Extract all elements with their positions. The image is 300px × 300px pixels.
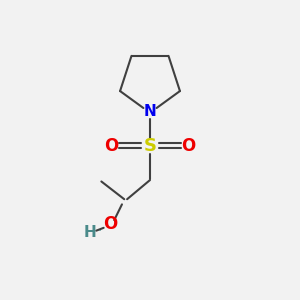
Text: ·: · [98,225,102,238]
Text: O: O [103,215,117,233]
Text: O: O [104,137,118,155]
Text: N: N [144,104,156,119]
Text: H: H [83,226,96,241]
Text: O: O [182,137,196,155]
Text: S: S [143,137,157,155]
